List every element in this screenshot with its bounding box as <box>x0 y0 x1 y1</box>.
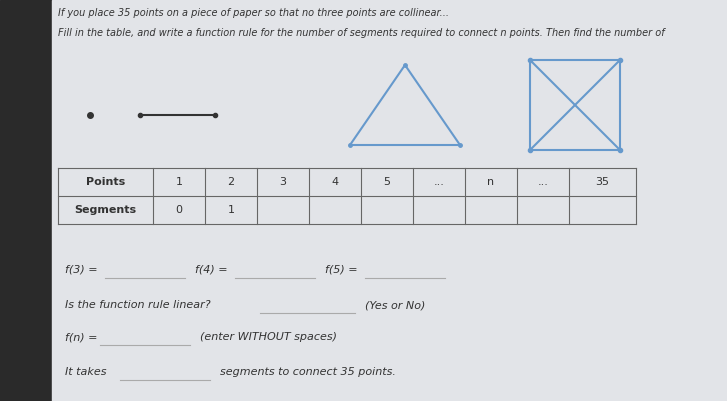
Text: f(5) =: f(5) = <box>325 265 361 275</box>
Text: f(n) =: f(n) = <box>65 332 101 342</box>
Text: ...: ... <box>433 177 444 187</box>
Text: 2: 2 <box>228 177 235 187</box>
Text: It takes: It takes <box>65 367 106 377</box>
Text: ...: ... <box>537 177 548 187</box>
Text: 1: 1 <box>175 177 182 187</box>
Text: f(3) =: f(3) = <box>65 265 101 275</box>
Text: Segments: Segments <box>74 205 137 215</box>
Text: f(4) =: f(4) = <box>195 265 231 275</box>
Bar <box>0 0 52 401</box>
Text: 4: 4 <box>332 177 339 187</box>
Text: segments to connect 35 points.: segments to connect 35 points. <box>220 367 396 377</box>
Text: Points: Points <box>86 177 125 187</box>
Text: n: n <box>487 177 494 187</box>
Text: Fill in the table, and write a function rule for the number of segments required: Fill in the table, and write a function … <box>58 28 664 38</box>
Text: If you place 35 points on a piece of paper so that no three points are collinear: If you place 35 points on a piece of pap… <box>58 8 449 18</box>
Text: 1: 1 <box>228 205 235 215</box>
Text: 0: 0 <box>175 205 182 215</box>
Text: 35: 35 <box>595 177 609 187</box>
Text: Is the function rule linear?: Is the function rule linear? <box>65 300 211 310</box>
Text: 3: 3 <box>279 177 286 187</box>
Text: (Yes or No): (Yes or No) <box>365 300 425 310</box>
Text: (enter WITHOUT spaces): (enter WITHOUT spaces) <box>200 332 337 342</box>
Text: 5: 5 <box>384 177 390 187</box>
